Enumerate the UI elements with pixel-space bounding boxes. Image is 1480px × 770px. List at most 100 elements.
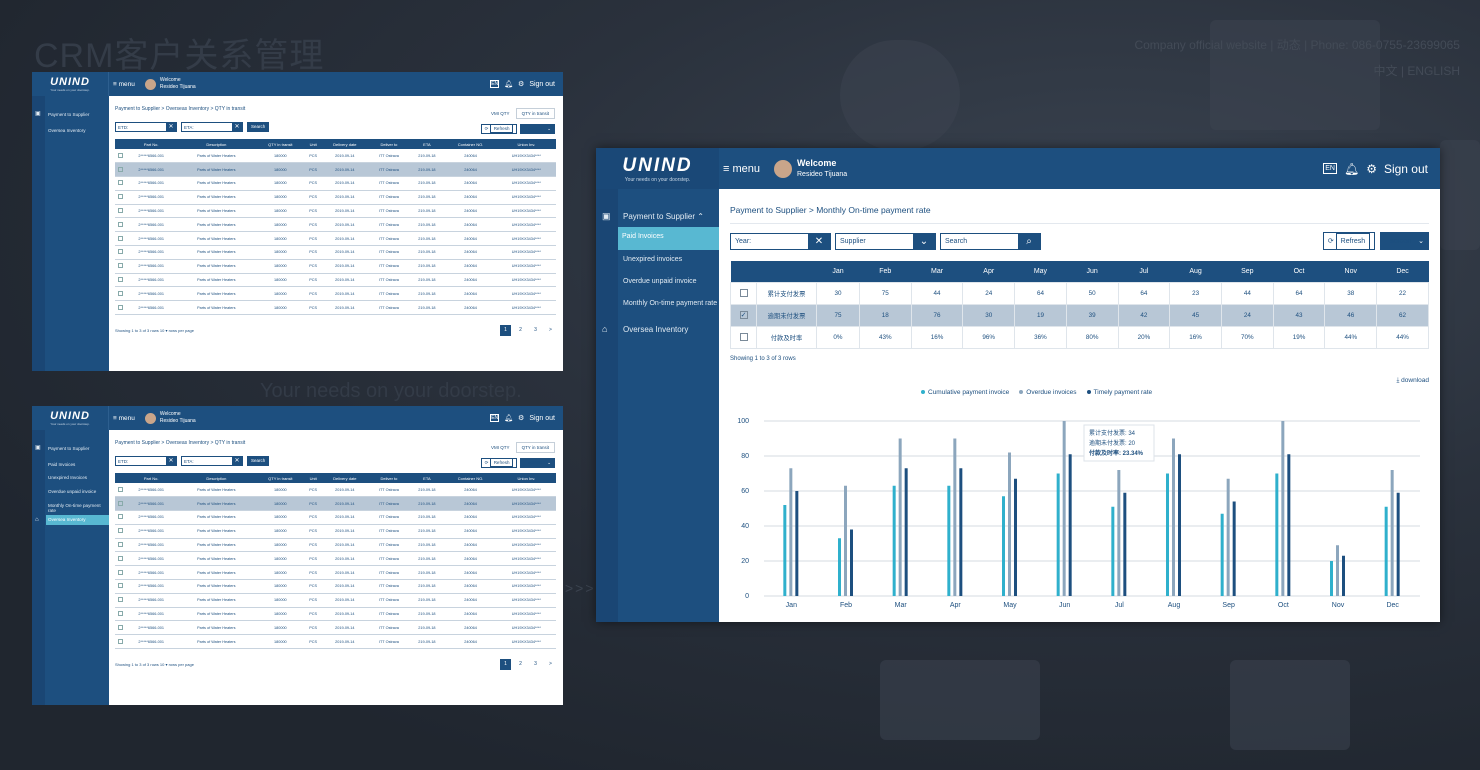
language-icon[interactable]: EN [490, 80, 500, 88]
table-row[interactable]: 2*****6566-001 Parts of Water Heaters 1800… [115, 204, 556, 219]
language-icon[interactable]: EN [490, 414, 500, 422]
bell-icon[interactable]: 🔔︎ [1343, 161, 1360, 176]
table-row[interactable]: 2*****6566-001 Parts of Water Heaters 1800… [115, 217, 556, 233]
etd-input[interactable]: ETD: ✕ [115, 456, 177, 466]
close-icon[interactable]: ✕ [232, 122, 242, 132]
row-checkbox[interactable] [117, 235, 123, 241]
chevron-down-icon[interactable]: ⌄ [913, 233, 935, 250]
row-checkbox[interactable]: ✓ [739, 311, 748, 319]
logo[interactable]: UNIND Your needs on your doorstep. [32, 72, 109, 96]
supplier-select[interactable]: Supplier ⌄ [835, 233, 936, 250]
year-input[interactable]: Year: ✕ [730, 233, 831, 250]
close-icon[interactable]: ✕ [808, 233, 830, 250]
close-icon[interactable]: ✕ [166, 122, 176, 132]
table-row[interactable]: 2*****6566-001 Parts of Water Heaters 1800… [115, 538, 556, 553]
sidebar-item-oversea-inventory[interactable]: Oversea Inventory [48, 128, 86, 133]
gear-icon[interactable]: ⚙︎ [518, 415, 525, 422]
screen-button[interactable]: screen ⌄ [520, 124, 555, 134]
sign-out-link[interactable]: Sign out [1383, 161, 1428, 176]
table-row[interactable]: 2*****6566-001 Parts of Water Heaters 1800… [115, 510, 556, 525]
etd-input[interactable]: ETD: ✕ [115, 122, 177, 132]
menu-button[interactable]: ≡ menu [113, 414, 135, 422]
table-row[interactable]: 2*****6566-001 Parts of Water Heaters 1800… [115, 273, 556, 288]
menu-button[interactable]: ≡ menu [723, 162, 760, 175]
row-checkbox[interactable] [117, 500, 123, 506]
close-icon[interactable]: ✕ [166, 456, 176, 466]
table-row[interactable]: ✓ 逾期未付发票 75 18 76 30 19 39 42 45 24 43 46 62 [730, 303, 1429, 327]
search-input[interactable]: Search ⌕ [940, 233, 1041, 250]
tab-qty-in-transit[interactable]: QTY in transit [515, 442, 555, 453]
page-button[interactable]: > [549, 327, 552, 334]
page-button[interactable]: > [549, 661, 552, 668]
bell-icon[interactable]: 🔔︎ [504, 415, 514, 422]
row-checkbox[interactable] [117, 152, 123, 158]
eta-input[interactable]: ETA: ✕ [181, 122, 243, 132]
sidebar-item-paid-invoices[interactable]: Paid Invoices [618, 227, 719, 250]
sign-out-link[interactable]: Sign out [529, 414, 555, 422]
page-button[interactable]: 1 [500, 659, 511, 671]
table-row[interactable]: 2*****6566-001 Parts of Water Heaters 1800… [115, 496, 556, 512]
sidebar-item-monthly-rate[interactable]: Monthly On-time payment rate [623, 300, 718, 307]
sidebar-item-unexpired[interactable]: Unexpired invoices [623, 256, 683, 263]
row-checkbox[interactable] [117, 180, 123, 186]
row-checkbox[interactable] [117, 638, 123, 644]
row-checkbox[interactable] [117, 624, 123, 630]
menu-button[interactable]: ≡ menu [113, 80, 135, 88]
screen-button[interactable]: screen ⌄ [520, 458, 555, 468]
table-row[interactable]: 2*****6566-001 Parts of Water Heaters 1800… [115, 259, 556, 274]
tab-vmi-qty[interactable]: VMI QTY [491, 445, 510, 450]
sidebar-group-payment[interactable]: Payment to Supplier [48, 446, 90, 451]
page-button[interactable]: 3 [534, 661, 537, 668]
table-row[interactable]: 2*****6566-001 Parts of Water Heaters 1800… [115, 190, 556, 205]
table-row[interactable]: 2*****6566-001 Parts of Water Heaters 1800… [115, 579, 556, 594]
close-icon[interactable]: ✕ [232, 456, 242, 466]
table-row[interactable]: 付款及时率 0% 43% 16% 96% 36% 80% 20% 16% 70% 19% 44% 44% [730, 325, 1429, 349]
table-row[interactable]: 2*****6566-001 Parts of Water Heaters 1800… [115, 524, 556, 539]
sidebar-group-payment[interactable]: Payment to Supplier ⌃ [623, 212, 704, 221]
table-row[interactable]: 2*****6566-001 Parts of Water Heaters 1800… [115, 634, 556, 650]
row-checkbox[interactable] [117, 304, 123, 310]
row-checkbox[interactable] [117, 166, 123, 172]
row-checkbox[interactable] [117, 486, 123, 492]
row-checkbox[interactable] [739, 289, 748, 297]
table-row[interactable]: 累计支付发票 30 75 44 24 64 50 64 23 44 64 38 22 [730, 281, 1429, 305]
tab-vmi-qty[interactable]: VMI QTY [491, 111, 510, 116]
row-checkbox[interactable] [117, 597, 123, 603]
sidebar-item-overdue[interactable]: Overdue unpaid invoice [623, 278, 697, 285]
table-row[interactable]: 2*****6566-001 Parts of Water Heaters 1800… [115, 245, 556, 260]
screen-button[interactable]: screen ⌄ [1380, 232, 1429, 250]
eta-input[interactable]: ETA: ✕ [181, 456, 243, 466]
row-checkbox[interactable] [117, 528, 123, 534]
logo[interactable]: UNIND Your needs on your doorstep. [32, 406, 109, 430]
avatar[interactable] [144, 412, 156, 424]
table-row[interactable]: 2*****6566-001 Parts of Water Heaters 1800… [115, 551, 556, 567]
refresh-button[interactable]: ⟳ Refresh [1322, 232, 1376, 250]
lang-links[interactable]: 中文 | ENGLISH [1373, 64, 1460, 78]
table-row[interactable]: 2*****6566-001 Parts of Water Heaters 1800… [115, 620, 556, 636]
page-button[interactable]: 3 [534, 327, 537, 334]
sidebar-item[interactable]: Paid Invoices [48, 462, 76, 467]
sidebar-group-payment[interactable]: Payment to Supplier [48, 112, 90, 117]
row-checkbox[interactable] [117, 542, 123, 548]
sign-out-link[interactable]: Sign out [529, 80, 555, 88]
row-checkbox[interactable] [117, 290, 123, 296]
row-checkbox[interactable] [117, 263, 123, 269]
sidebar-item-oversea-inventory[interactable]: Oversea Inventory [46, 515, 109, 525]
search-icon[interactable]: ⌕ [1018, 233, 1040, 250]
legend-item[interactable]: Timely payment rate [1086, 389, 1152, 396]
table-row[interactable]: 2*****6566-001 Parts of Water Heaters 1800… [115, 593, 556, 608]
gear-icon[interactable]: ⚙︎ [518, 81, 525, 88]
page-button[interactable]: 2 [519, 661, 522, 668]
tab-qty-in-transit[interactable]: QTY in transit [515, 108, 555, 119]
row-checkbox[interactable] [117, 208, 123, 214]
page-button[interactable]: 1 [500, 325, 511, 337]
table-row[interactable]: 2*****6566-001 Parts of Water Heaters 1800… [115, 176, 556, 191]
table-row[interactable]: 2*****6566-001 Parts of Water Heaters 1800… [115, 300, 556, 316]
table-row[interactable]: 2*****6566-001 Parts of Water Heaters 1800… [115, 286, 556, 302]
avatar[interactable] [144, 78, 156, 90]
row-checkbox[interactable] [117, 194, 123, 200]
bell-icon[interactable]: 🔔︎ [504, 81, 514, 88]
table-row[interactable]: 2*****6566-001 Parts of Water Heaters 1800… [115, 565, 556, 581]
search-button[interactable]: Search [247, 456, 270, 466]
page-button[interactable]: 2 [519, 327, 522, 334]
